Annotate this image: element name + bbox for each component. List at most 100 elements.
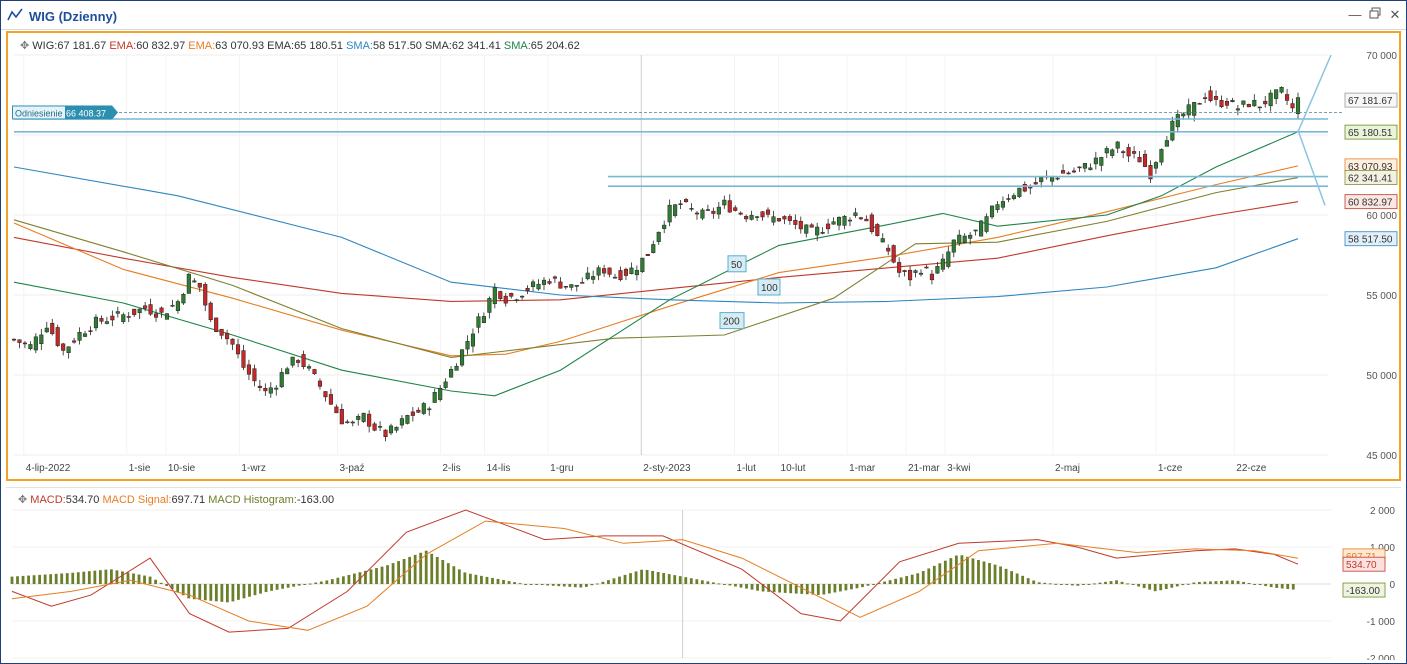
macd-histogram-bar bbox=[1048, 583, 1052, 585]
macd-histogram-bar bbox=[391, 563, 395, 584]
candle bbox=[443, 378, 448, 389]
macd-legend-value: 534.70 bbox=[65, 494, 103, 506]
candle-body bbox=[148, 304, 153, 315]
candle bbox=[492, 283, 497, 309]
candle bbox=[525, 285, 530, 295]
candle-body bbox=[1230, 99, 1235, 103]
candle bbox=[257, 379, 262, 392]
candle bbox=[602, 264, 607, 277]
x-tick-label: 3-kwi bbox=[947, 463, 970, 474]
candle-body bbox=[110, 315, 115, 321]
candle-body bbox=[667, 204, 672, 223]
candle bbox=[765, 207, 771, 218]
macd-histogram-bar bbox=[1010, 571, 1014, 584]
candle bbox=[350, 420, 355, 427]
candle bbox=[416, 407, 421, 413]
candle bbox=[132, 308, 137, 317]
candle-body bbox=[405, 415, 410, 424]
candle-body bbox=[1033, 182, 1038, 185]
macd-histogram-bar bbox=[27, 575, 30, 584]
macd-histogram-bar bbox=[656, 572, 660, 584]
candle-body bbox=[323, 391, 328, 398]
candle bbox=[481, 312, 486, 324]
candle bbox=[104, 316, 109, 325]
candle bbox=[372, 421, 377, 432]
candle-body bbox=[880, 238, 885, 243]
candle-body bbox=[383, 429, 388, 437]
move-icon[interactable]: ✥ bbox=[20, 40, 33, 52]
candle-body bbox=[1055, 177, 1060, 180]
macd-histogram-bar bbox=[1203, 581, 1207, 584]
price-legend-value: 65 180.51 bbox=[294, 40, 347, 52]
x-tick-label: 1-sie bbox=[129, 463, 151, 474]
y-tick-label: 70 000 bbox=[1366, 51, 1397, 62]
move-icon[interactable]: ✥ bbox=[18, 494, 31, 506]
macd-histogram-bar bbox=[1043, 582, 1047, 584]
candle bbox=[88, 326, 93, 336]
minimize-icon[interactable]: — bbox=[1348, 7, 1362, 22]
candle bbox=[787, 214, 792, 225]
macd-histogram-bar bbox=[833, 584, 837, 593]
macd-histogram-bar bbox=[1231, 580, 1234, 584]
macd-histogram-bar bbox=[325, 580, 329, 584]
candle bbox=[509, 292, 514, 299]
candle bbox=[891, 244, 896, 264]
chart-line-icon bbox=[7, 8, 23, 21]
candle bbox=[935, 261, 940, 275]
candle bbox=[312, 368, 317, 375]
trend-projection bbox=[1297, 129, 1326, 206]
macd-histogram-bar bbox=[264, 584, 268, 593]
price-legend-label: WIG: bbox=[32, 40, 58, 52]
x-tick-label: 1-cze bbox=[1158, 463, 1183, 474]
macd-histogram-bar bbox=[1004, 568, 1008, 584]
candle bbox=[454, 363, 459, 371]
candle bbox=[405, 414, 410, 425]
candle bbox=[186, 273, 191, 294]
macd-histogram-bar bbox=[275, 584, 279, 590]
candle bbox=[1290, 98, 1295, 113]
candle-body bbox=[268, 387, 273, 394]
ma-line-sma bbox=[13, 177, 1299, 358]
macd-histogram-bar bbox=[866, 584, 870, 586]
candle bbox=[804, 224, 809, 238]
candle-body bbox=[317, 380, 323, 387]
candle bbox=[1142, 149, 1148, 168]
candle bbox=[252, 364, 257, 387]
candle-body bbox=[1088, 167, 1093, 170]
candle-body bbox=[951, 239, 956, 253]
candle-body bbox=[241, 350, 246, 368]
macd-histogram-bar bbox=[176, 584, 180, 593]
candle bbox=[1000, 196, 1006, 211]
candle-body bbox=[531, 281, 536, 287]
candle-body bbox=[902, 270, 907, 272]
macd-histogram-bar bbox=[772, 584, 776, 593]
macd-histogram-bar bbox=[723, 584, 726, 585]
candle-body bbox=[1285, 94, 1290, 101]
candle-body bbox=[301, 354, 306, 368]
close-icon[interactable]: ✕ bbox=[1389, 7, 1401, 22]
candle-body bbox=[154, 313, 159, 318]
candle bbox=[1148, 160, 1153, 184]
macd-histogram-bar bbox=[557, 584, 561, 587]
macd-histogram-bar bbox=[1253, 584, 1257, 585]
candle-body bbox=[1159, 149, 1164, 163]
macd-histogram-bar bbox=[999, 566, 1002, 584]
macd-histogram-bar bbox=[430, 553, 434, 584]
macd-histogram-bar bbox=[579, 584, 583, 588]
price-legend-value: 58 517.50 bbox=[372, 40, 425, 52]
price-axis-badge-box bbox=[1344, 231, 1398, 247]
candle-body bbox=[159, 307, 164, 313]
macd-histogram-bar bbox=[480, 575, 483, 584]
price-legend-label: SMA: bbox=[503, 40, 531, 52]
restore-icon[interactable] bbox=[1367, 7, 1383, 23]
candle-body bbox=[459, 349, 465, 366]
candle-body bbox=[979, 220, 984, 237]
candle bbox=[711, 207, 716, 219]
macd-legend-label: MACD Histogram: bbox=[208, 494, 297, 506]
macd-histogram-bar bbox=[225, 584, 229, 603]
candle bbox=[61, 342, 66, 356]
